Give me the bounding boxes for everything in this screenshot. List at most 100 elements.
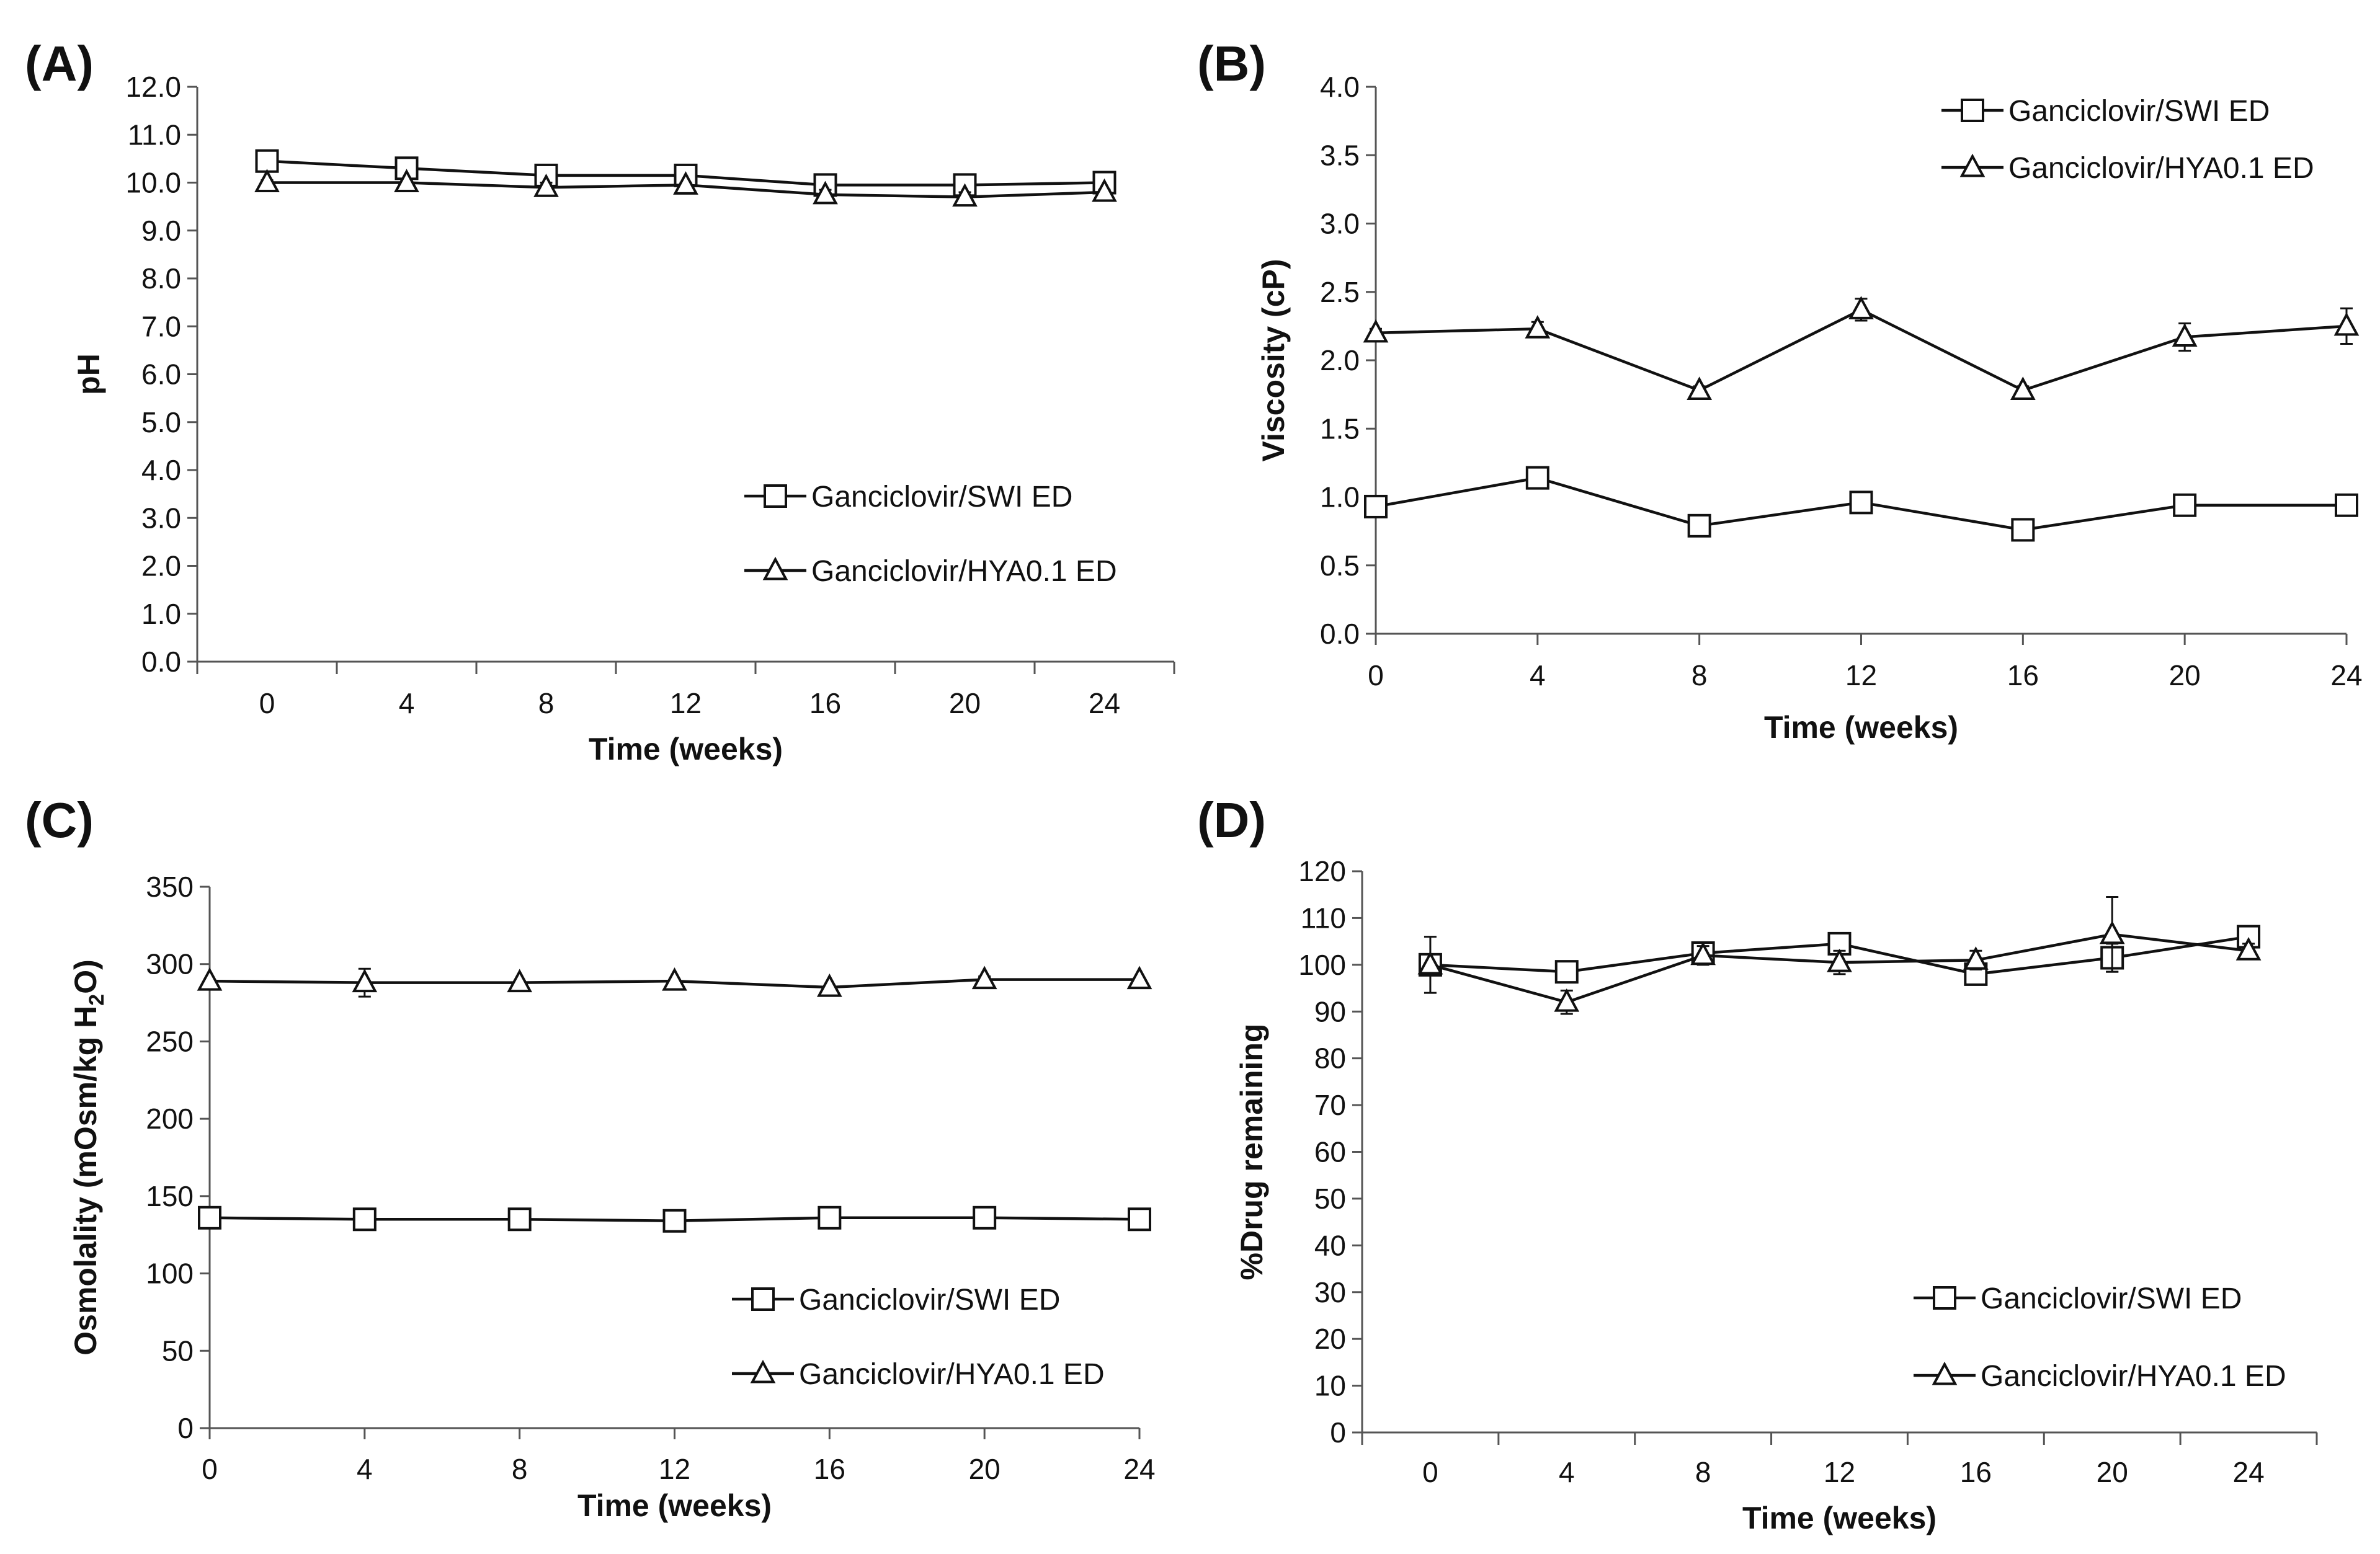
series-hya bbox=[197, 966, 1152, 998]
x-tick-label: 12 bbox=[1845, 659, 1877, 691]
data-point-triangle bbox=[2010, 376, 2036, 401]
x-tick-label: 0 bbox=[1368, 659, 1384, 691]
legend-label: Ganciclovir/SWI ED bbox=[799, 1284, 1060, 1316]
y-tick-label: 3.0 bbox=[1320, 208, 1360, 240]
data-point-triangle bbox=[1092, 178, 1117, 202]
y-tick-label: 30 bbox=[1314, 1276, 1346, 1308]
y-tick-label: 0.5 bbox=[1320, 549, 1360, 582]
legend-label: Ganciclovir/HYA0.1 ED bbox=[1981, 1360, 2286, 1393]
y-tick-label: 4.0 bbox=[141, 454, 181, 486]
y-tick-label: 0 bbox=[177, 1412, 194, 1444]
legend-square-icon bbox=[1961, 99, 1984, 122]
y-tick-label: 3.0 bbox=[141, 502, 181, 534]
y-tick-label: 20 bbox=[1314, 1323, 1346, 1355]
x-tick-label: 4 bbox=[1559, 1456, 1575, 1488]
data-point-triangle bbox=[971, 966, 997, 990]
y-tick-label: 10.0 bbox=[125, 167, 181, 199]
y-tick-label: 200 bbox=[146, 1103, 194, 1135]
data-point-square bbox=[255, 149, 279, 173]
data-point-triangle bbox=[352, 969, 378, 993]
x-tick-label: 8 bbox=[512, 1453, 528, 1485]
y-tick-label: 0.0 bbox=[141, 646, 181, 678]
x-tick-label: 20 bbox=[969, 1453, 1001, 1485]
legend-square-icon bbox=[1933, 1286, 1956, 1310]
legend-triangle-icon bbox=[1932, 1361, 1958, 1385]
y-tick-label: 1.0 bbox=[1320, 481, 1360, 513]
data-point-triangle bbox=[673, 171, 698, 195]
data-point-triangle bbox=[1827, 948, 1852, 972]
x-tick-label: 24 bbox=[2232, 1456, 2264, 1488]
data-point-square bbox=[1525, 466, 1549, 490]
y-tick-label: 5.0 bbox=[141, 406, 181, 438]
series-hya bbox=[1417, 895, 2262, 1015]
data-point-triangle bbox=[662, 967, 687, 991]
data-point-triangle bbox=[533, 174, 559, 197]
series-swi bbox=[1364, 466, 2358, 542]
data-point-triangle bbox=[1417, 951, 1443, 975]
x-tick-label: 4 bbox=[399, 687, 415, 719]
panel-label: (B) bbox=[1197, 36, 1266, 91]
series-swi bbox=[198, 1205, 1151, 1233]
x-tick-label: 24 bbox=[2330, 659, 2362, 691]
chart-panel-c: (C) 0 50 100 150 200 250 300 350 0 4 8 12 16 20 24 Time … bbox=[25, 793, 1156, 1523]
y-tick-label: 90 bbox=[1314, 995, 1346, 1028]
x-axis-title: Time (weeks) bbox=[577, 1488, 772, 1523]
x-axis-title: Time (weeks) bbox=[1742, 1501, 1937, 1535]
data-point-triangle bbox=[1126, 966, 1152, 990]
y-tick-label: 1.5 bbox=[1320, 412, 1360, 445]
data-point-square bbox=[1364, 494, 1388, 518]
legend-entry: Ganciclovir/HYA0.1 ED bbox=[1914, 1360, 2286, 1393]
series-hya bbox=[1363, 296, 2360, 401]
y-tick-label: 1.0 bbox=[141, 598, 181, 630]
data-point-square bbox=[507, 1207, 532, 1232]
data-point-triangle bbox=[394, 169, 419, 192]
data-point-triangle bbox=[507, 969, 533, 993]
y-tick-label: 300 bbox=[146, 948, 194, 980]
y-tick-label: 110 bbox=[1301, 902, 1346, 934]
y-tick-label: 11.0 bbox=[128, 118, 181, 151]
y-tick-label: 9.0 bbox=[141, 215, 181, 247]
chart-panel-b: (B) 0.0 0.5 1.0 1.5 2.0 2.5 3.0 3.5 4.0 0 4 8 12 16 20 2… bbox=[1197, 36, 2363, 745]
y-tick-label: 3.5 bbox=[1320, 139, 1360, 171]
data-point-square bbox=[1849, 491, 1873, 515]
legend-triangle-icon bbox=[750, 1359, 776, 1383]
chart-panel-a: (A) 0.0 1.0 2.0 3.0 4.0 5.0 6.0 7.0 8.0 9.0 10.0 11.… bbox=[25, 36, 1175, 766]
y-tick-label: 7.0 bbox=[141, 310, 181, 342]
x-tick-label: 4 bbox=[1530, 659, 1546, 691]
y-tick-label: 120 bbox=[1298, 855, 1346, 887]
x-tick-label: 16 bbox=[809, 687, 841, 719]
x-tick-label: 16 bbox=[1960, 1456, 1992, 1488]
y-tick-label: 100 bbox=[146, 1258, 194, 1290]
y-tick-label: 350 bbox=[146, 871, 194, 903]
data-point-square bbox=[2335, 493, 2358, 517]
x-tick-label: 16 bbox=[2007, 659, 2039, 691]
legend-entry: Ganciclovir/SWI ED bbox=[744, 481, 1072, 513]
data-point-triangle bbox=[816, 973, 842, 997]
x-tick-label: 12 bbox=[659, 1453, 690, 1485]
legend-label: Ganciclovir/HYA0.1 ED bbox=[2008, 152, 2314, 185]
data-point-triangle bbox=[254, 169, 280, 192]
data-point-triangle bbox=[1848, 296, 1874, 319]
legend-entry: Ganciclovir/SWI ED bbox=[1914, 1282, 2242, 1315]
y-tick-label: 2.0 bbox=[141, 550, 181, 582]
x-tick-label: 16 bbox=[814, 1453, 845, 1485]
legend-triangle-icon bbox=[762, 556, 788, 580]
data-point-square bbox=[1128, 1207, 1151, 1232]
data-point-triangle bbox=[2235, 936, 2262, 961]
chart-panel-d: (D) 0 10 20 30 40 50 60 70 80 90 100 110 120 0 4 8 12 16 20… bbox=[1197, 793, 2318, 1535]
data-point-square bbox=[818, 1205, 842, 1230]
data-point-square bbox=[2011, 518, 2035, 542]
y-tick-label: 50 bbox=[1314, 1183, 1346, 1215]
y-tick-label: 50 bbox=[162, 1334, 194, 1367]
x-axis-title: Time (weeks) bbox=[589, 732, 783, 766]
data-point-square bbox=[1687, 513, 1711, 538]
y-tick-label: 100 bbox=[1298, 949, 1346, 981]
legend-triangle-icon bbox=[1959, 153, 1986, 177]
x-tick-label: 0 bbox=[202, 1453, 218, 1485]
x-tick-label: 0 bbox=[1422, 1456, 1438, 1488]
y-tick-label: 80 bbox=[1314, 1042, 1346, 1075]
y-tick-label: 40 bbox=[1314, 1229, 1346, 1261]
legend-entry: Ganciclovir/HYA0.1 ED bbox=[1941, 152, 2314, 185]
data-point-triangle bbox=[2333, 312, 2360, 336]
legend-entry: Ganciclovir/HYA0.1 ED bbox=[732, 1358, 1105, 1391]
